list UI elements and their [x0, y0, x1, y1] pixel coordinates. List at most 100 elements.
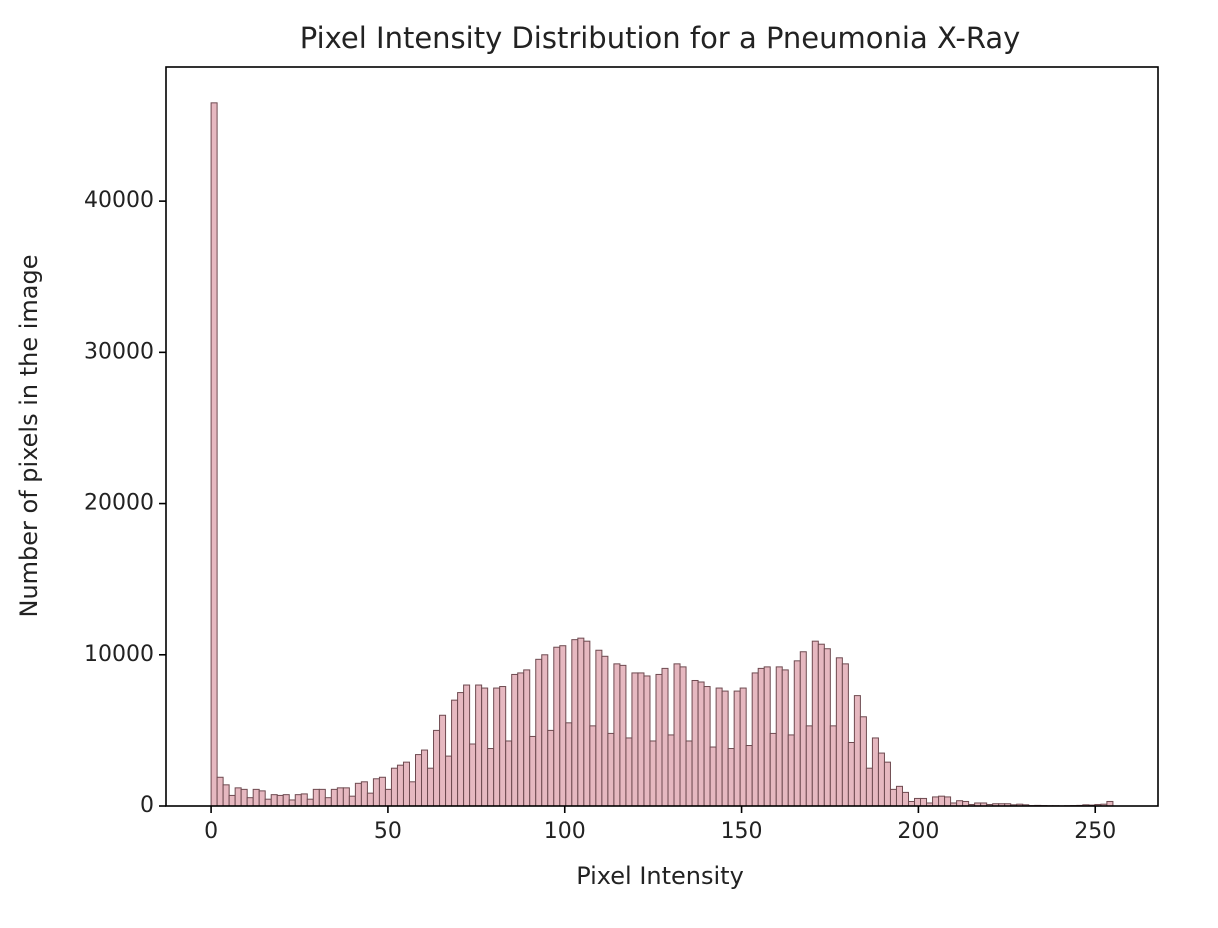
- bar: [252, 788, 260, 807]
- x-tick-label: 200: [897, 819, 939, 844]
- bar: [679, 666, 687, 807]
- bar: [475, 684, 483, 807]
- bar: [360, 781, 368, 807]
- bar: [348, 795, 356, 807]
- x-tick-label: 100: [544, 819, 586, 844]
- bar: [270, 794, 278, 807]
- bar: [847, 741, 855, 807]
- bar: [799, 651, 807, 807]
- bar: [733, 690, 741, 807]
- bar: [661, 667, 669, 807]
- bar: [721, 690, 729, 807]
- bar: [402, 761, 410, 807]
- bar: [210, 102, 218, 807]
- bar: [607, 732, 615, 807]
- bar: [901, 791, 909, 807]
- bar: [920, 797, 928, 807]
- bar: [535, 658, 543, 807]
- bar: [396, 764, 404, 807]
- bar: [240, 788, 248, 807]
- x-axis-label: Pixel Intensity: [576, 862, 744, 890]
- bar: [709, 746, 717, 807]
- bar: [499, 686, 507, 807]
- bar: [751, 672, 759, 807]
- bar: [541, 654, 549, 807]
- bar: [342, 787, 350, 807]
- bar: [829, 725, 837, 807]
- bar: [745, 745, 753, 807]
- bar: [228, 794, 236, 807]
- bar: [216, 776, 224, 807]
- x-tick-label: 250: [1074, 819, 1116, 844]
- bar: [439, 714, 447, 807]
- bar: [312, 788, 320, 807]
- bar: [871, 737, 879, 807]
- bar: [553, 646, 561, 807]
- bar: [655, 673, 663, 807]
- bar: [685, 740, 693, 807]
- bar: [631, 672, 639, 807]
- bar: [673, 663, 681, 807]
- bar: [841, 663, 849, 807]
- bar: [282, 794, 290, 807]
- bar: [595, 649, 603, 807]
- bar: [264, 798, 272, 807]
- bar: [451, 699, 459, 807]
- bar: [625, 737, 633, 807]
- y-tick-label: 40000: [84, 188, 154, 213]
- bar: [775, 666, 783, 807]
- bar: [366, 792, 374, 807]
- bar: [835, 657, 843, 807]
- bar: [938, 795, 946, 807]
- plot-frame: [165, 66, 1159, 807]
- bar: [517, 672, 525, 807]
- bar: [463, 684, 471, 807]
- bar: [589, 725, 597, 807]
- bar: [222, 784, 230, 807]
- bar: [667, 734, 675, 807]
- bar: [457, 692, 465, 807]
- bar: [505, 740, 513, 807]
- bar: [805, 725, 813, 807]
- bar: [408, 781, 417, 807]
- bar: [877, 752, 885, 807]
- bar: [511, 673, 519, 807]
- bar: [294, 794, 302, 807]
- bar: [883, 761, 891, 807]
- bar: [547, 729, 555, 807]
- bar: [415, 754, 423, 807]
- bar: [288, 799, 296, 807]
- bar: [372, 778, 380, 807]
- y-tick-label: 10000: [84, 642, 154, 667]
- bar: [300, 793, 308, 807]
- bar: [529, 735, 537, 807]
- bar: [769, 732, 777, 807]
- bar: [643, 675, 651, 807]
- bar: [853, 695, 861, 807]
- bar: [577, 637, 585, 807]
- y-axis-label: Number of pixels in the image: [15, 254, 43, 617]
- bar: [276, 794, 284, 807]
- y-tick-label: 0: [140, 793, 154, 818]
- bar: [895, 785, 903, 807]
- bar: [932, 796, 940, 807]
- bar: [601, 655, 609, 807]
- bar: [318, 788, 326, 807]
- bar: [823, 648, 831, 807]
- y-tick-label: 30000: [84, 339, 154, 364]
- bar: [330, 788, 338, 807]
- x-tick-label: 150: [721, 819, 763, 844]
- chart-title: Pixel Intensity Distribution for a Pneum…: [300, 21, 1021, 55]
- bar: [859, 716, 867, 807]
- bar: [865, 767, 873, 807]
- bar: [889, 788, 897, 807]
- bar: [715, 687, 723, 807]
- bar: [246, 797, 254, 807]
- bar: [306, 798, 314, 807]
- bar: [234, 787, 242, 807]
- bar: [817, 643, 825, 807]
- bar: [469, 743, 477, 807]
- bar: [811, 640, 819, 807]
- bar: [787, 734, 795, 807]
